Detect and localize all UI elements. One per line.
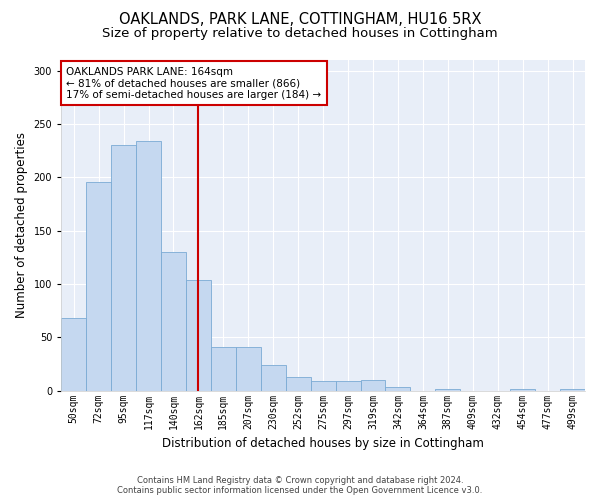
Text: OAKLANDS PARK LANE: 164sqm
← 81% of detached houses are smaller (866)
17% of sem: OAKLANDS PARK LANE: 164sqm ← 81% of deta… xyxy=(67,66,322,100)
Bar xyxy=(261,365,286,390)
Y-axis label: Number of detached properties: Number of detached properties xyxy=(15,132,28,318)
Bar xyxy=(335,381,361,390)
Bar xyxy=(385,388,410,390)
Text: Size of property relative to detached houses in Cottingham: Size of property relative to detached ho… xyxy=(102,28,498,40)
Bar xyxy=(186,280,211,390)
Bar xyxy=(61,318,86,390)
Bar xyxy=(111,146,136,390)
Bar xyxy=(436,388,460,390)
Bar xyxy=(136,141,161,390)
Bar xyxy=(311,381,335,390)
X-axis label: Distribution of detached houses by size in Cottingham: Distribution of detached houses by size … xyxy=(162,437,484,450)
Bar xyxy=(286,377,311,390)
Text: OAKLANDS, PARK LANE, COTTINGHAM, HU16 5RX: OAKLANDS, PARK LANE, COTTINGHAM, HU16 5R… xyxy=(119,12,481,28)
Bar xyxy=(86,182,111,390)
Bar xyxy=(161,252,186,390)
Bar xyxy=(510,388,535,390)
Bar xyxy=(211,347,236,391)
Bar xyxy=(361,380,385,390)
Text: Contains HM Land Registry data © Crown copyright and database right 2024.
Contai: Contains HM Land Registry data © Crown c… xyxy=(118,476,482,495)
Bar xyxy=(560,388,585,390)
Bar xyxy=(236,347,261,391)
